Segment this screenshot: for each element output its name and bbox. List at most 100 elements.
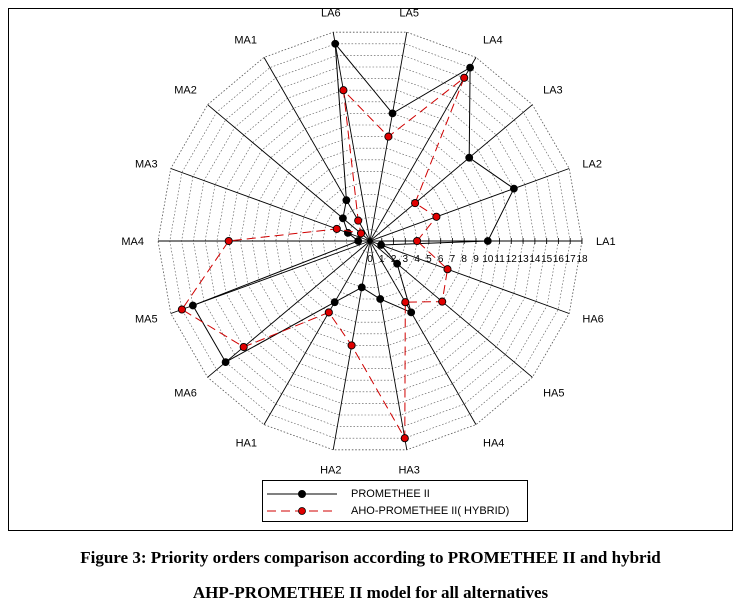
data-point-ma2	[338, 214, 347, 223]
legend-swatch-promethee	[267, 490, 337, 498]
legend-label-promethee: PROMETHEE II	[351, 488, 430, 500]
data-series	[177, 39, 518, 443]
tick-label: 16	[553, 254, 565, 265]
data-point-ha4	[407, 308, 416, 317]
data-point-ma4	[224, 236, 233, 246]
tick-label: 5	[426, 254, 432, 265]
axis-label-ha2: HA2	[320, 465, 341, 477]
axis-label-ha1: HA1	[236, 438, 257, 450]
data-point-ha4	[401, 298, 410, 307]
tick-label: 4	[414, 254, 420, 265]
data-point-la5	[384, 132, 393, 141]
data-point-ma1	[354, 216, 363, 225]
axis-label-la2: LA2	[582, 159, 602, 171]
tick-label: 15	[541, 254, 553, 265]
axis-label-ha5: HA5	[543, 387, 564, 399]
spoke-line	[369, 57, 477, 242]
data-point-la4	[460, 73, 469, 82]
data-point-ma1	[342, 196, 351, 205]
data-point-la6	[339, 86, 348, 95]
radial-tick-labels: 0 1 2 3 4 5 6 7 8 9 10 11 12 13 14 15 16 17 18	[367, 238, 588, 265]
tick-label: 14	[529, 254, 541, 265]
tick-label: 8	[461, 254, 467, 265]
tick-label: 0	[367, 254, 373, 265]
axis-label-la4: LA4	[483, 34, 503, 46]
axis-label-ma1: MA1	[234, 34, 257, 46]
data-point-ha3	[400, 434, 409, 443]
data-point-ma5	[188, 301, 197, 310]
data-point-ha2	[357, 283, 366, 292]
legend-entry-hybrid: AHO-PROMETHEE II( HYBRID)	[267, 504, 509, 518]
tick-label: 1	[379, 254, 385, 265]
axis-label-la3: LA3	[543, 85, 563, 97]
data-point-ha5	[438, 297, 447, 306]
data-point-ma5	[177, 305, 186, 314]
data-point-ha5	[393, 259, 401, 268]
spoke-line	[207, 240, 371, 378]
axis-label-ma2: MA2	[174, 85, 197, 97]
axis-label-ma6: MA6	[174, 387, 197, 399]
axis-label-ha6: HA6	[582, 313, 603, 325]
axis-labels: LA1 LA2 LA3 LA4 LA5 LA6 MA1 MA2 MA3 MA4 MA5 MA6 HA1 H…	[121, 7, 615, 476]
data-point-la5	[388, 109, 397, 118]
tick-label: 17	[565, 254, 577, 265]
data-point-la4	[466, 63, 474, 72]
series-promethee	[188, 39, 518, 366]
spoke-line	[263, 240, 371, 425]
figure-caption-line-1: Figure 3: Priority orders comparison acc…	[0, 548, 741, 568]
radar-center	[367, 238, 373, 244]
axis-label-ma3: MA3	[135, 159, 158, 171]
data-point-ma3	[332, 224, 341, 233]
data-point-ha1	[324, 308, 333, 317]
axis-label-ha4: HA4	[483, 438, 504, 450]
tick-label: 11	[494, 254, 505, 265]
chart-legend: PROMETHEE II AHO-PROMETHEE II( HYBRID)	[262, 480, 528, 522]
data-point-ha2	[347, 341, 356, 350]
data-point-ha1	[330, 298, 339, 307]
data-point-la3	[411, 199, 420, 208]
spoke-line	[263, 57, 371, 242]
tick-label: 3	[403, 254, 409, 265]
spoke-line	[369, 240, 408, 450]
data-point-ma6	[221, 358, 230, 366]
data-point-ha6	[443, 265, 452, 274]
legend-swatch-hybrid	[267, 507, 337, 515]
data-point-ma4	[354, 237, 363, 245]
data-point-la2	[510, 184, 518, 193]
series-line	[192, 42, 515, 363]
spoke-line	[332, 32, 371, 242]
data-point-la1	[483, 237, 492, 245]
figure-caption-line-2: AHP-PROMETHEE II model for all alternati…	[192, 583, 549, 602]
figure-caption-text: Priority orders comparison according to …	[146, 548, 661, 567]
axis-label-la1: LA1	[596, 236, 616, 248]
tick-label: 9	[473, 254, 479, 265]
tick-label: 10	[482, 254, 494, 265]
tick-label: 6	[438, 254, 444, 265]
spoke-line	[369, 104, 533, 242]
tick-label: 13	[518, 254, 530, 265]
tick-label: 12	[506, 254, 518, 265]
figure-number: Figure 3:	[80, 548, 147, 567]
axis-label-ma5: MA5	[135, 313, 158, 325]
axis-label-la6: LA6	[321, 7, 341, 19]
axis-label-la5: LA5	[399, 7, 419, 19]
series-hybrid	[177, 73, 469, 443]
chart-frame	[8, 8, 733, 531]
tick-label: 18	[576, 254, 588, 265]
spoke-line	[369, 240, 570, 314]
data-point-ha3	[376, 295, 385, 303]
axis-label-ma4: MA4	[121, 236, 144, 248]
data-point-ma6	[239, 342, 248, 352]
legend-label-hybrid: AHO-PROMETHEE II( HYBRID)	[351, 505, 510, 517]
spoke-line	[369, 168, 570, 242]
data-point-la2	[432, 212, 441, 221]
data-point-ha6	[377, 241, 385, 249]
spoke-line	[369, 240, 477, 425]
data-point-la1	[413, 236, 422, 246]
data-point-la6	[331, 39, 340, 48]
data-point-la3	[465, 153, 474, 162]
legend-entry-promethee: PROMETHEE II	[267, 487, 430, 501]
data-point-ma2	[356, 229, 366, 238]
tick-label: 7	[450, 254, 456, 265]
